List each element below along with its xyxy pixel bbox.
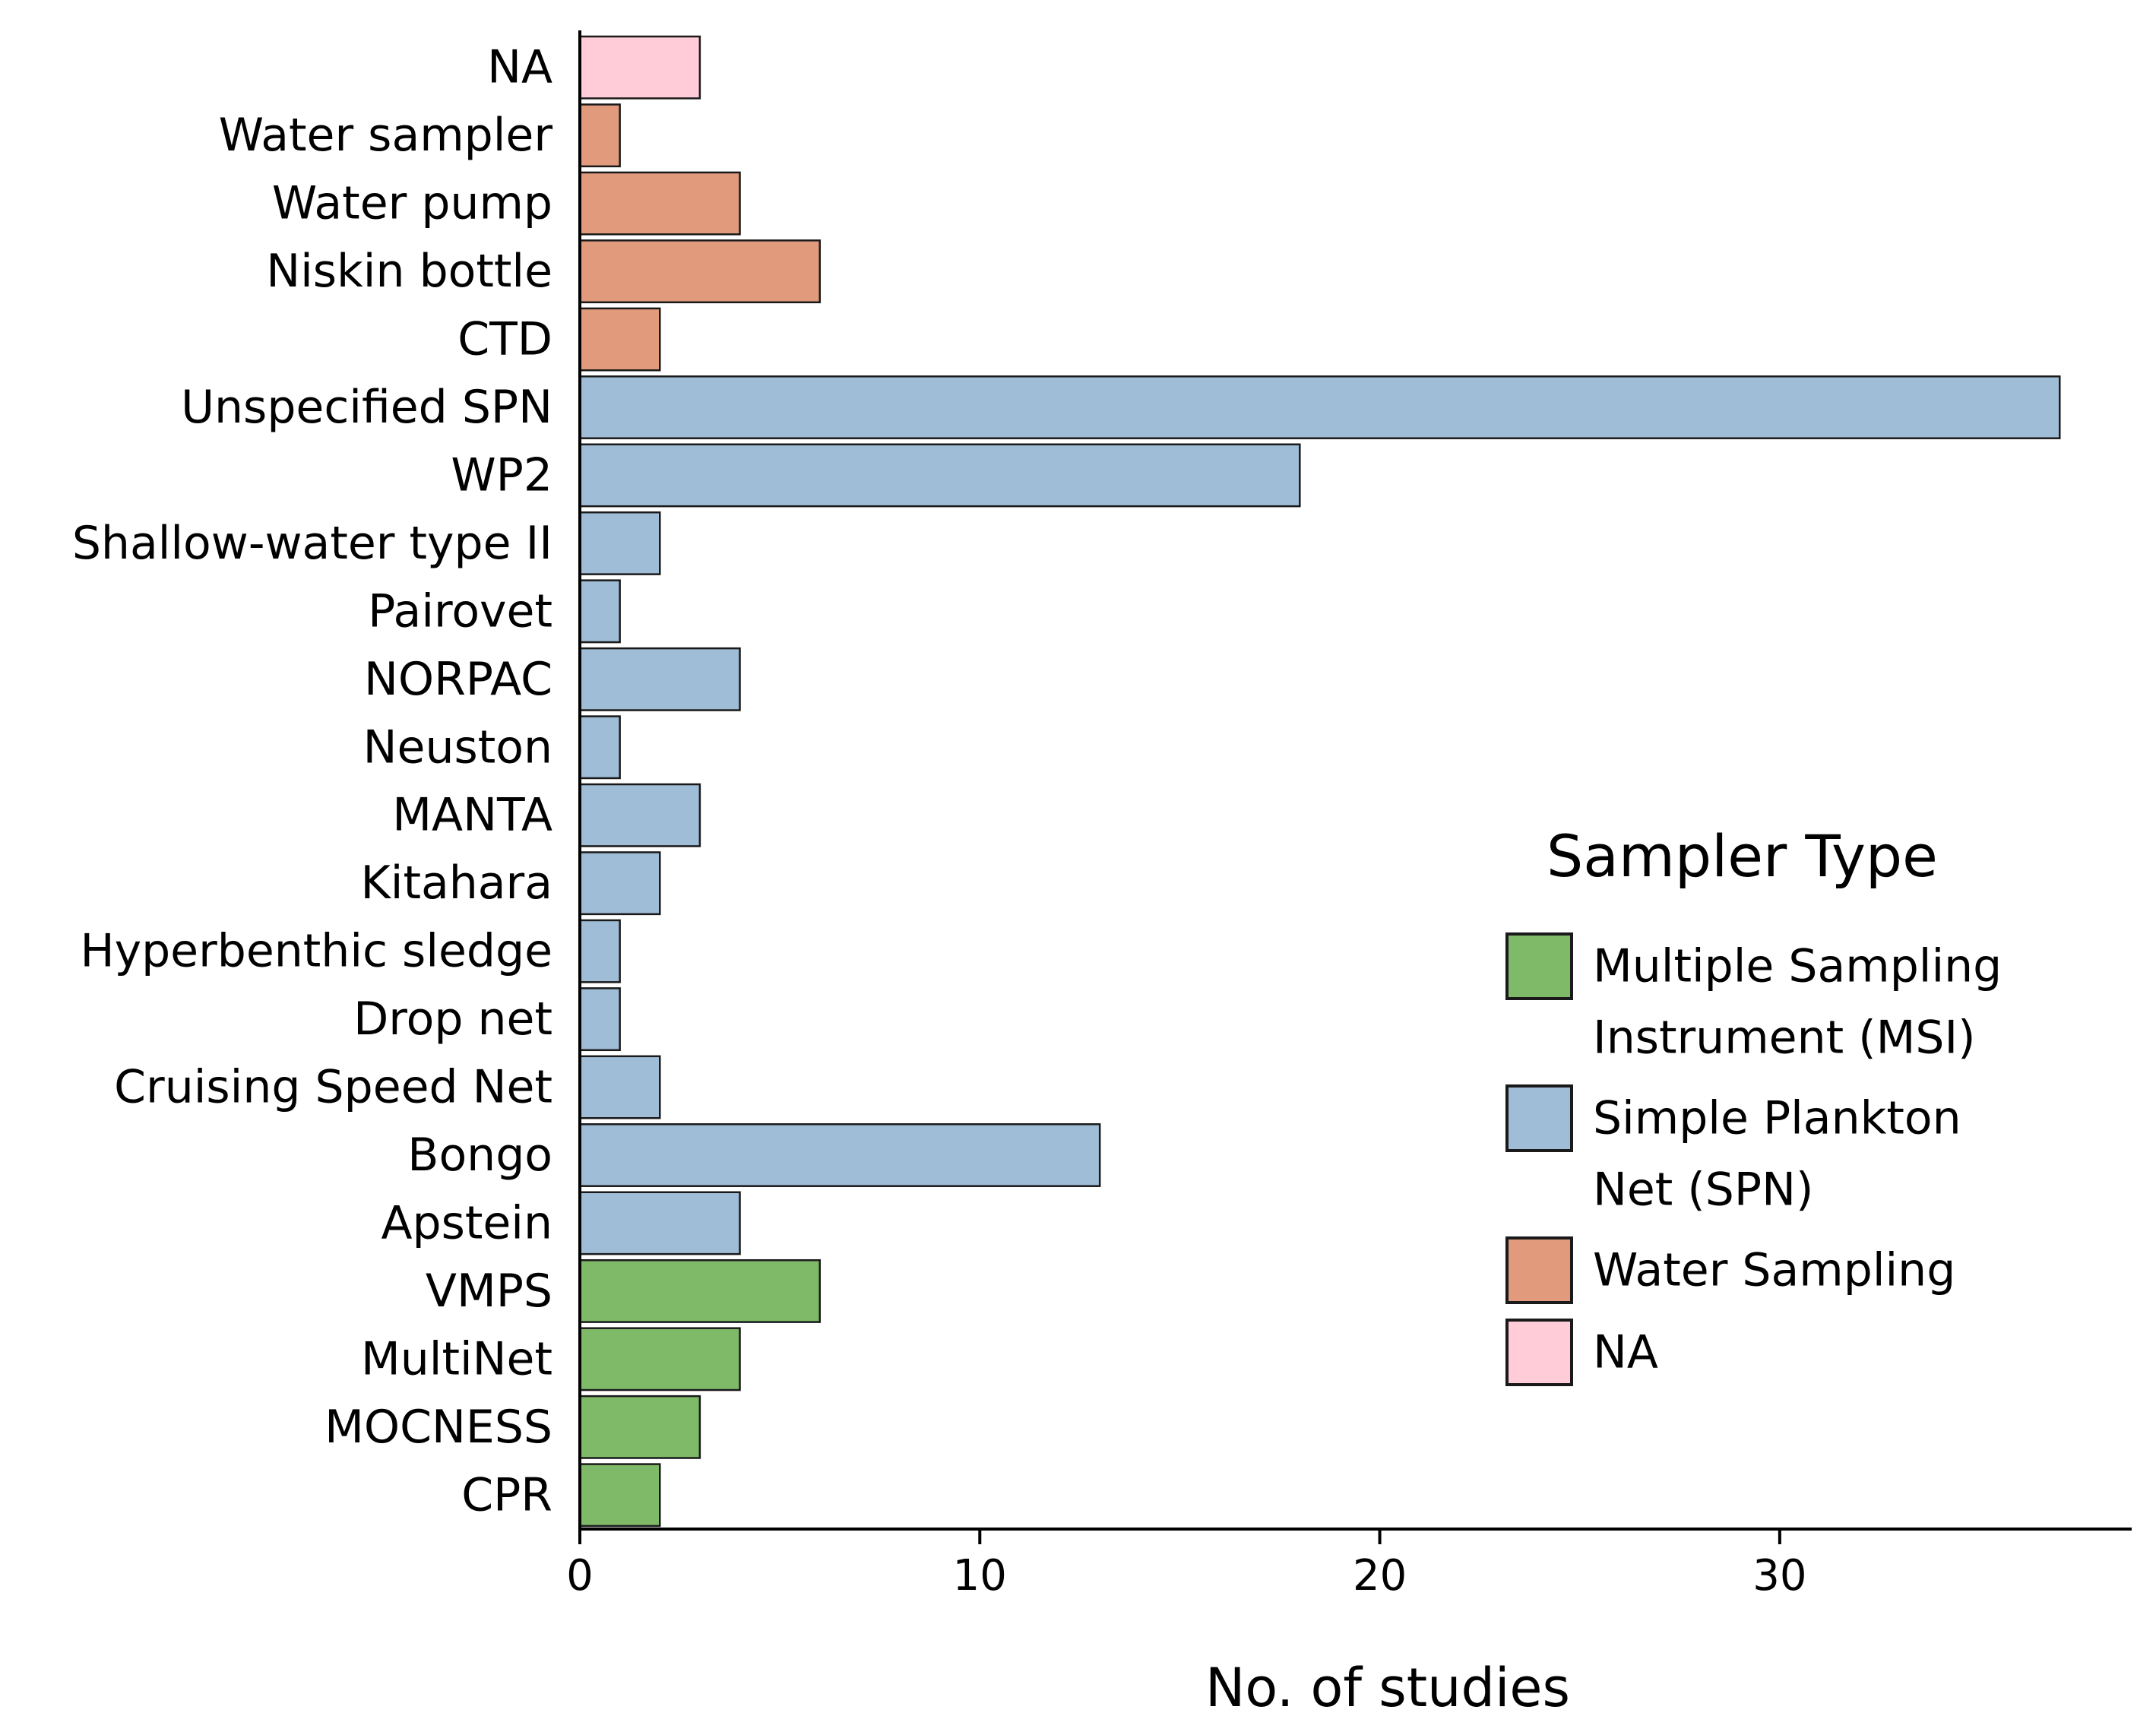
legend-label-ws-1: Water Sampling <box>1593 1244 1955 1297</box>
category-label-niskin-bottle: Niskin bottle <box>266 245 552 298</box>
legend-swatch-ws <box>1505 1236 1573 1304</box>
bar-cruising-speed-net <box>578 1055 661 1119</box>
category-label-neuston: Neuston <box>363 720 552 774</box>
category-label-vmps: VMPS <box>426 1265 552 1318</box>
bar-drop-net <box>578 987 621 1052</box>
bar-manta <box>578 783 701 847</box>
category-label-pairovet: Pairovet <box>368 584 552 638</box>
category-label-cpr: CPR <box>461 1468 552 1521</box>
category-label-wp2: WP2 <box>451 448 552 502</box>
bar-mocness <box>578 1395 701 1459</box>
category-label-water-pump: Water pump <box>272 177 552 230</box>
bar-neuston <box>578 715 621 780</box>
category-label-drop-net: Drop net <box>353 993 552 1046</box>
category-label-cruising-speed-net: Cruising Speed Net <box>114 1061 552 1114</box>
category-labels: NA Water sampler Water pump Niskin bottle CT… <box>72 41 553 1522</box>
legend: Sampler Type Multiple Sampling Instrument… <box>1505 822 2002 1386</box>
bar-hyperbenthic-sledge <box>578 919 621 983</box>
bar-niskin-bottle <box>578 239 822 304</box>
bar-norpac <box>578 647 741 711</box>
bar-kitahara <box>578 851 661 916</box>
bar-apstein <box>578 1191 741 1255</box>
bar-multinet <box>578 1327 741 1391</box>
category-label-norpac: NORPAC <box>364 653 552 706</box>
legend-title: Sampler Type <box>1547 822 1938 890</box>
category-label-shallow-water-type-ii: Shallow-water type II <box>72 517 552 570</box>
legend-entries: Multiple Sampling Instrument (MSI) Simple … <box>1505 932 2002 1386</box>
bar-bongo <box>578 1123 1101 1187</box>
x-tick-label-20: 20 <box>1353 1551 1407 1600</box>
x-tick-label-30: 30 <box>1752 1551 1806 1600</box>
bar-water-sampler <box>578 103 621 168</box>
bar-na <box>578 35 701 100</box>
legend-label-msi-1: Multiple Sampling <box>1593 940 2002 993</box>
x-axis-ticks: 0 10 20 30 <box>566 1529 1806 1600</box>
legend-label-msi-2: Instrument (MSI) <box>1593 1012 1976 1065</box>
category-label-na: NA <box>487 41 552 94</box>
bar-shallow-water-type-ii <box>578 511 661 575</box>
bar-cpr <box>578 1463 661 1528</box>
bar-water-pump <box>578 171 741 236</box>
category-label-unspecified-spn: Unspecified SPN <box>181 381 552 434</box>
x-tick-label-10: 10 <box>953 1551 1007 1600</box>
legend-swatch-spn <box>1505 1084 1573 1152</box>
category-label-bongo: Bongo <box>407 1129 552 1182</box>
x-axis-title: No. of studies <box>1205 1657 1570 1719</box>
x-tick-label-0: 0 <box>566 1551 594 1600</box>
bars-layer <box>578 35 2061 1528</box>
category-label-hyperbenthic-sledge: Hyperbenthic sledge <box>80 925 552 978</box>
category-label-kitahara: Kitahara <box>360 856 552 910</box>
legend-label-na-1: NA <box>1593 1326 1658 1379</box>
bar-unspecified-spn <box>578 375 2061 439</box>
legend-label-spn-1: Simple Plankton <box>1593 1092 1961 1145</box>
bar-ctd <box>578 307 661 372</box>
bar-vmps <box>578 1259 822 1323</box>
legend-swatch-msi <box>1505 932 1573 1000</box>
legend-swatch-na <box>1505 1319 1573 1386</box>
category-label-mocness: MOCNESS <box>325 1401 552 1454</box>
category-label-apstein: Apstein <box>381 1196 552 1249</box>
legend-label-spn-2: Net (SPN) <box>1593 1164 1813 1217</box>
category-label-manta: MANTA <box>392 789 552 842</box>
category-label-multinet: MultiNet <box>361 1332 552 1385</box>
category-label-water-sampler: Water sampler <box>219 109 553 162</box>
bar-wp2 <box>578 443 1301 508</box>
category-label-ctd: CTD <box>457 313 552 366</box>
bar-pairovet <box>578 579 621 644</box>
